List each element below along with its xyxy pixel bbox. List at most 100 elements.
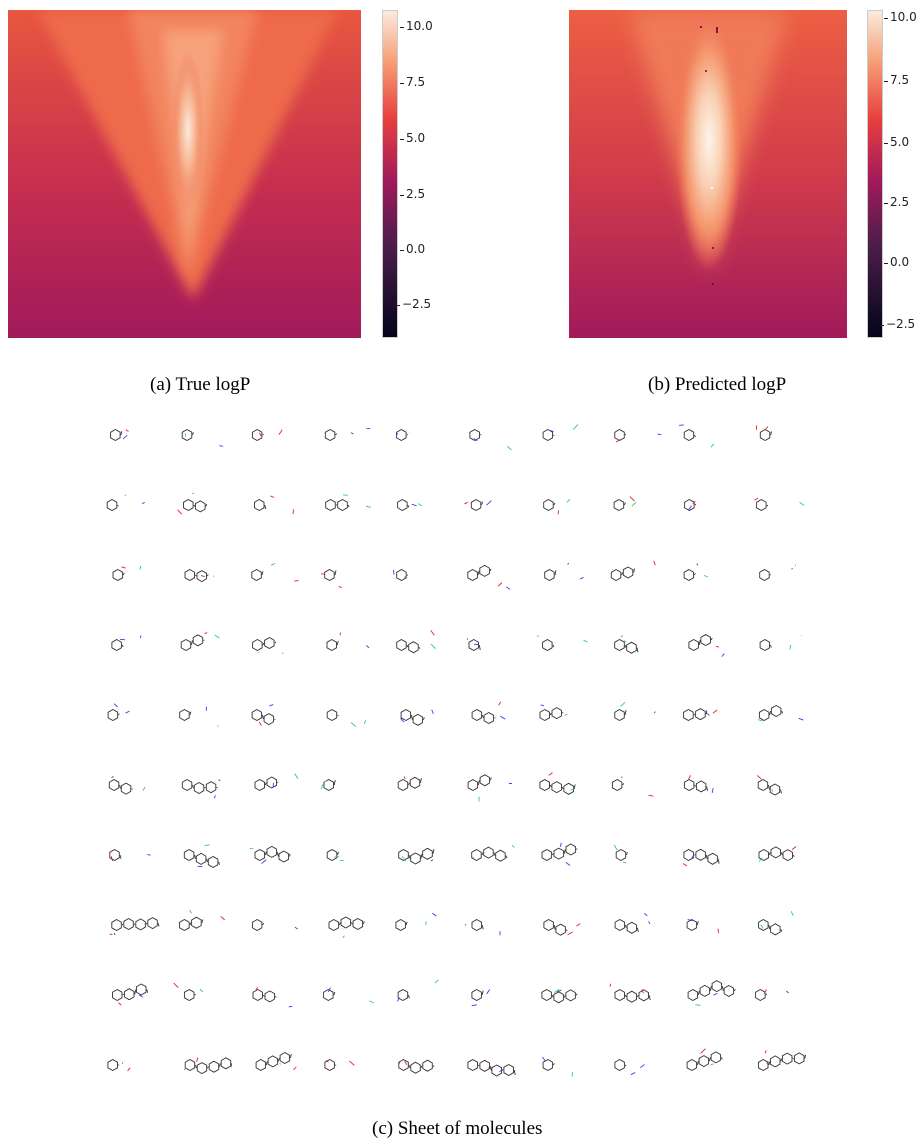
molecule-r4-c8 bbox=[614, 634, 639, 654]
cbar-b-tick-neg2.5: −2.5 bbox=[879, 317, 916, 331]
molecule-r2-c6 bbox=[464, 498, 492, 512]
molecule-r8-c6 bbox=[464, 918, 501, 936]
molecule-r4-c4 bbox=[326, 632, 370, 652]
molecule-r6-c7 bbox=[539, 772, 576, 795]
molecule-r3-c2 bbox=[184, 568, 215, 583]
molecule-r1-c5 bbox=[396, 428, 411, 442]
molecule-r10-c2 bbox=[183, 1057, 232, 1075]
molecule-r2-c7 bbox=[543, 498, 571, 515]
molecule-r6-c2 bbox=[181, 778, 221, 799]
molecule-r7-c3 bbox=[249, 845, 291, 864]
molecule-r7-c6 bbox=[471, 844, 515, 862]
molecule-r7-c8 bbox=[613, 844, 628, 864]
molecule-r5-c4 bbox=[326, 708, 366, 727]
molecule-r1-c9 bbox=[678, 424, 715, 448]
molecule-r6-c3 bbox=[254, 773, 299, 792]
molecule-r8-c2 bbox=[179, 909, 225, 932]
molecule-r2-c4 bbox=[325, 494, 371, 512]
cbar-a-tick-7.5: 7.5 bbox=[399, 75, 426, 89]
molecule-r6-c5 bbox=[397, 776, 422, 792]
molecule-r3-c9 bbox=[683, 563, 709, 582]
molecule-r8-c1 bbox=[109, 917, 160, 936]
molecule-r7-c1 bbox=[109, 848, 151, 862]
molecule-r6-c4 bbox=[320, 778, 336, 792]
cbar-b-tick-0: 0.0 bbox=[883, 255, 910, 269]
molecule-r2-c10 bbox=[754, 497, 805, 512]
molecule-r4-c10 bbox=[759, 634, 802, 652]
molecule-r1-c7 bbox=[542, 424, 579, 442]
molecule-r2-c5 bbox=[397, 498, 423, 512]
molecule-r10-c6 bbox=[467, 1058, 516, 1077]
cbar-a-tick-2.5: 2.5 bbox=[399, 187, 426, 201]
cbar-a-tick-neg2.5: −2.5 bbox=[395, 297, 432, 311]
molecule-r8-c9 bbox=[686, 918, 720, 934]
molecule-r7-c7 bbox=[541, 842, 578, 866]
molecule-r10-c5 bbox=[398, 1058, 435, 1074]
cbar-b-tick-2.5: 2.5 bbox=[883, 195, 910, 209]
molecule-r2-c2 bbox=[177, 492, 208, 515]
molecule-r6-c10 bbox=[756, 775, 782, 796]
cbar-a-tick-0: 0.0 bbox=[399, 242, 426, 256]
molecule-r8-c7 bbox=[543, 918, 581, 936]
true-logp-colorbar bbox=[382, 10, 398, 338]
molecule-r1-c8 bbox=[614, 428, 662, 443]
cbar-a-tick-10: 10.0 bbox=[400, 19, 433, 33]
molecule-r3-c7 bbox=[544, 562, 584, 582]
molecule-r5-c2 bbox=[179, 706, 219, 727]
molecule-r4-c1 bbox=[111, 635, 142, 652]
cbar-a-tick-5: 5.0 bbox=[399, 131, 426, 145]
molecule-r3-c6 bbox=[467, 564, 511, 590]
cbar-b-tick-7.5: 7.5 bbox=[883, 73, 910, 87]
molecule-r9-c7 bbox=[541, 988, 578, 1004]
molecule-r3-c4 bbox=[321, 568, 342, 589]
molecule-r9-c5 bbox=[397, 979, 439, 1002]
molecule-r3-c5 bbox=[393, 568, 409, 582]
molecule-r5-c7 bbox=[539, 704, 568, 722]
molecule-r1-c10 bbox=[755, 425, 772, 442]
molecule-r10-c1 bbox=[107, 1058, 131, 1072]
molecule-r3-c1 bbox=[112, 565, 142, 582]
molecule-r9-c10 bbox=[755, 988, 790, 1002]
molecule-r3-c10 bbox=[759, 564, 797, 582]
molecule-r7-c2 bbox=[183, 844, 221, 869]
molecule-r5-c5 bbox=[400, 708, 434, 726]
molecule-r4-c6 bbox=[466, 638, 481, 652]
molecule-r3-c8 bbox=[610, 560, 656, 582]
molecule-r7-c4 bbox=[326, 848, 344, 862]
molecule-r10-c7 bbox=[542, 1056, 573, 1077]
molecule-r9-c9 bbox=[687, 980, 736, 1006]
molecule-r8-c8 bbox=[614, 913, 651, 934]
molecule-r1-c6 bbox=[469, 428, 512, 451]
molecule-r4-c2 bbox=[180, 632, 220, 652]
molecule-r10-c9 bbox=[686, 1048, 723, 1072]
molecule-r5-c3 bbox=[251, 704, 276, 726]
molecule-r5-c6 bbox=[471, 701, 506, 725]
molecule-r7-c9 bbox=[682, 848, 720, 867]
molecule-r9-c2 bbox=[173, 982, 204, 1002]
molecule-r9-c8 bbox=[609, 983, 651, 1003]
predicted-logp-colorbar bbox=[867, 10, 883, 338]
molecule-r1-c2 bbox=[181, 428, 224, 447]
cbar-b-tick-5: 5.0 bbox=[883, 135, 910, 149]
molecule-r2-c8 bbox=[613, 496, 637, 512]
molecule-r4-c7 bbox=[536, 635, 588, 652]
molecule-r1-c3 bbox=[251, 428, 283, 442]
molecule-r2-c9 bbox=[684, 498, 697, 512]
molecule-r4-c3 bbox=[252, 636, 284, 655]
molecule-r10-c8 bbox=[614, 1058, 645, 1076]
caption-sheet-of-molecules: (c) Sheet of molecules bbox=[372, 1118, 543, 1139]
predicted-logp-heatmap bbox=[569, 10, 847, 338]
molecule-r2-c3 bbox=[254, 495, 294, 514]
molecule-r8-c3 bbox=[251, 918, 298, 935]
molecule-r10-c10 bbox=[757, 1050, 807, 1072]
molecule-r9-c4 bbox=[323, 987, 374, 1004]
molecule-sheet bbox=[100, 415, 820, 1115]
molecule-r8-c10 bbox=[758, 911, 794, 936]
molecule-r6-c9 bbox=[683, 775, 714, 794]
true-logp-heatmap bbox=[8, 10, 361, 338]
molecule-r7-c5 bbox=[398, 847, 435, 865]
molecule-r9-c1 bbox=[112, 983, 149, 1006]
molecule-r4-c5 bbox=[396, 630, 437, 654]
molecule-r6-c6 bbox=[467, 774, 513, 802]
molecule-r5-c10 bbox=[757, 704, 804, 722]
